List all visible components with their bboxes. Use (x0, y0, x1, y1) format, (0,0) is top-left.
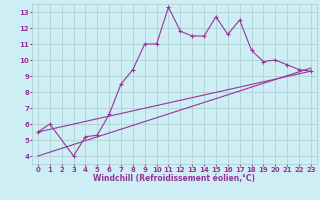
X-axis label: Windchill (Refroidissement éolien,°C): Windchill (Refroidissement éolien,°C) (93, 174, 255, 183)
